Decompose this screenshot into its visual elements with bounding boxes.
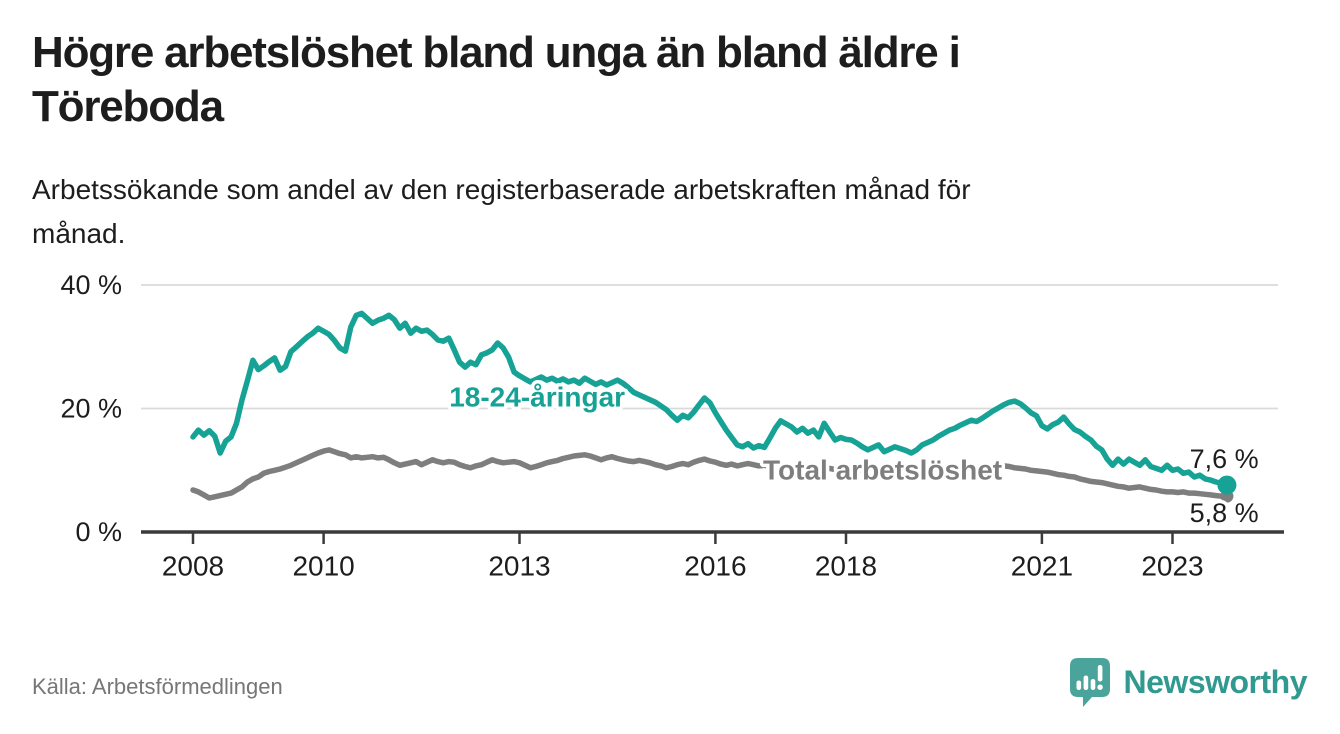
chart-annotation-0: 18-24-åringar: [449, 381, 625, 412]
bar-chart-speech-bubble-icon: [1069, 658, 1110, 707]
chart-annotation-1: Total arbetslöshet: [763, 454, 1002, 485]
x-tick-label-2023: 2023: [1141, 551, 1203, 582]
x-tick-label-2018: 2018: [815, 551, 877, 582]
chart-annotation-3: 5,8 %: [1190, 498, 1259, 528]
speech-bubble-shape: [1069, 658, 1110, 707]
newsworthy-logo: Newsworthy: [1065, 656, 1308, 708]
youth-series-line: [190, 310, 1230, 488]
logo-bar-chart-glyph: [1076, 665, 1103, 690]
x-tick-label-2021: 2021: [1011, 551, 1073, 582]
brand-name: Newsworthy: [1123, 663, 1308, 700]
youth-end-dot: [1217, 475, 1237, 495]
y-tick-label-0: 0 %: [75, 517, 122, 547]
y-tick-label-40: 40 %: [60, 270, 122, 300]
title-line-1: Högre arbetslöshet bland unga än bland ä…: [32, 28, 961, 77]
total-series-line: [190, 447, 1230, 501]
x-tick-label-2008: 2008: [162, 551, 224, 582]
y-tick-label-20: 20 %: [60, 394, 122, 424]
title-line-2: Töreboda: [32, 82, 224, 131]
subtitle-line-2: månad.: [32, 218, 126, 249]
x-tick-label-2010: 2010: [292, 551, 354, 582]
subtitle-line-1: Arbetssökande som andel av den registerb…: [32, 174, 971, 205]
source-note: Källa: Arbetsförmedlingen: [32, 674, 283, 699]
chart-annotation-2: 7,6 %: [1190, 444, 1259, 474]
x-tick-label-2013: 2013: [488, 551, 550, 582]
page-title: Högre arbetslöshet bland unga än bland ä…: [32, 26, 1262, 134]
page-subtitle: Arbetssökande som andel av den registerb…: [32, 168, 1262, 256]
x-tick-label-2016: 2016: [684, 551, 746, 582]
